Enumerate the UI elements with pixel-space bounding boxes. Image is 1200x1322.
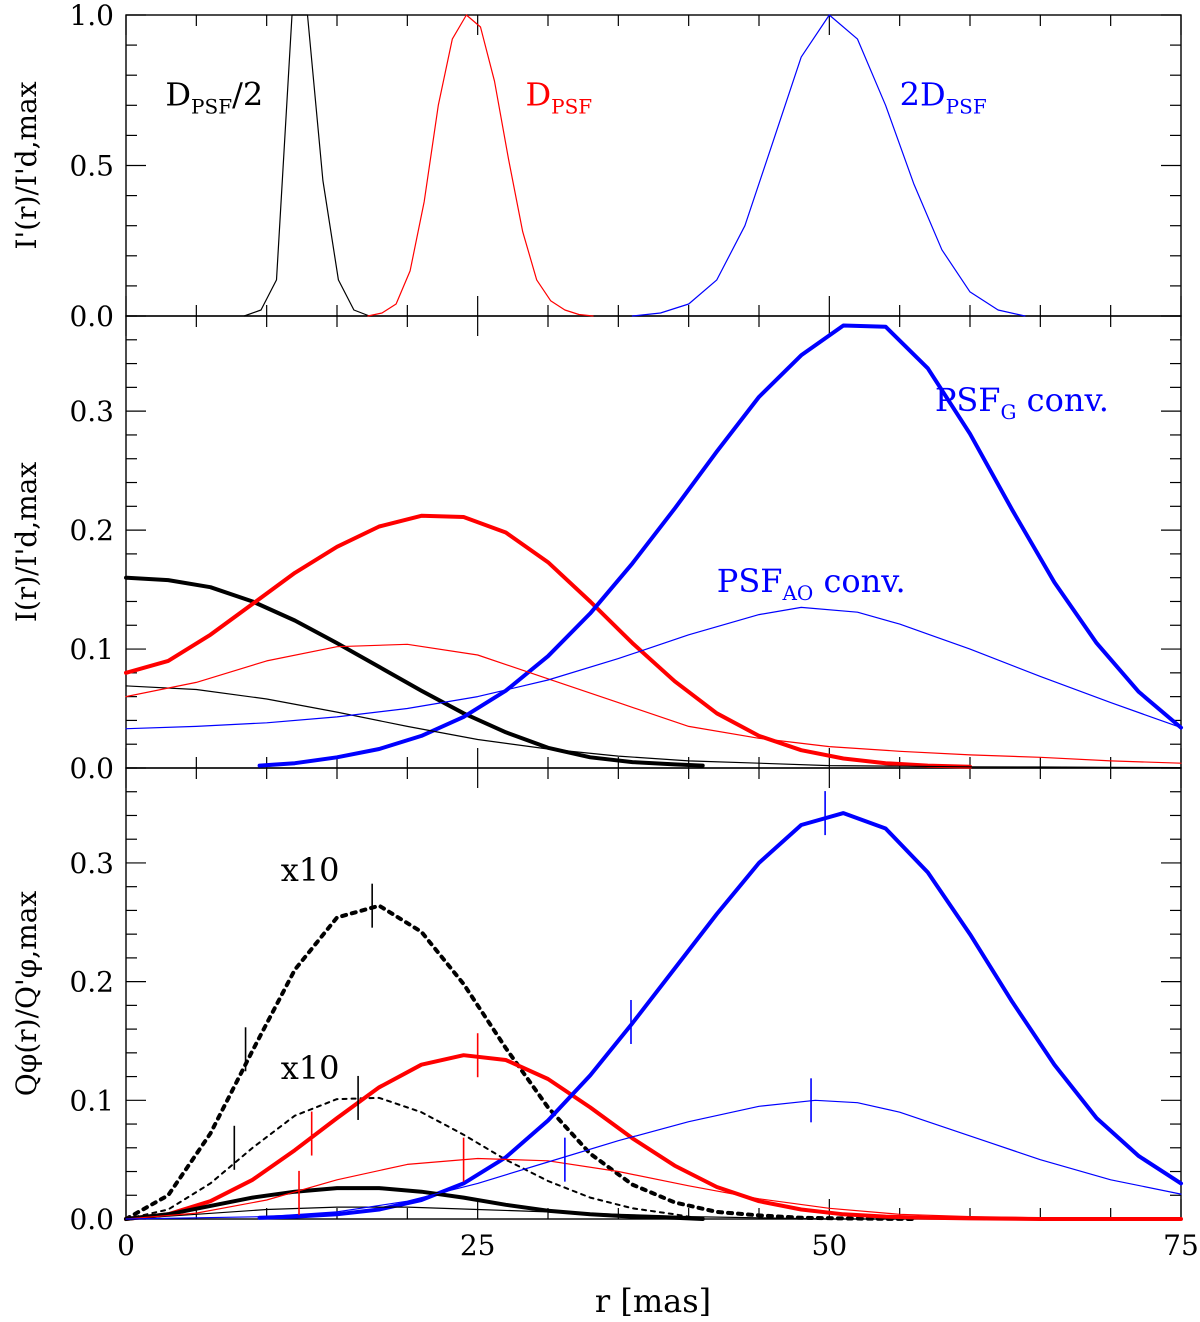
text-layer: r [mas] 0.0 0.5 1.0 I'(r)/I'd,max DPSF/2 DPSF… [10,0,1199,1320]
y-axis-label: Qφ(r)/Q'φ,max [10,891,43,1097]
y-tick-label: 0.3 [69,847,114,880]
series-line [257,811,1183,1220]
y-tick-label: 0.1 [69,633,114,666]
y-axis-label: I'(r)/I'd,max [10,81,43,249]
x-tick-label: 0 [117,1229,135,1262]
x-tick-label: 25 [460,1229,496,1262]
y-tick-label: 0.2 [69,514,114,547]
series-line [124,903,916,1221]
x-tick-label: 75 [1163,1229,1199,1262]
y-tick-label: 0.0 [69,1203,114,1236]
y-tick-label: 0.1 [69,1084,114,1117]
x-tick-label: 50 [812,1229,848,1262]
series-line [124,513,972,769]
series-line [125,606,1182,730]
series-line [631,14,1026,317]
label-x10-lower: x10 [281,1049,340,1087]
y-tick-label: 1.0 [69,0,114,32]
series-line [125,1096,704,1220]
series-line [243,14,370,317]
data-layer [124,14,1183,1221]
label-x10-upper: x10 [281,851,340,889]
series-line [125,1157,1182,1220]
y-tick-label: 0.0 [69,752,114,785]
series-line [367,14,594,317]
series-line [124,575,705,768]
x-axis-label: r [mas] [595,1282,711,1320]
label-dpsf-half: DPSF/2 [165,75,263,118]
series-line [124,1053,1183,1221]
label-psfg: PSFG conv. [935,381,1109,424]
label-2dpsf: 2DPSF [900,75,987,118]
y-tick-label: 0.0 [69,300,114,333]
series-line [125,685,1182,769]
y-tick-label: 0.3 [69,395,114,428]
series-line [125,1099,1182,1220]
panel-frame-top [125,14,1182,317]
y-tick-label: 0.5 [69,150,114,183]
series-line [124,1186,705,1221]
y-axis-label: I(r)/I'd,max [10,462,43,623]
series-line [257,323,1183,768]
series-line [125,1206,830,1220]
series-line [125,643,1182,764]
label-dpsf: DPSF [525,75,592,118]
label-psfao: PSFAO conv. [717,562,906,605]
y-tick-label: 0.2 [69,966,114,999]
